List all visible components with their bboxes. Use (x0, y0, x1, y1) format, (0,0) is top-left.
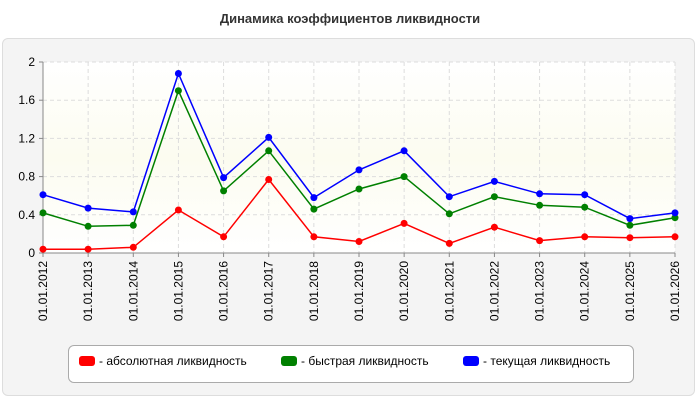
data-point-0 (310, 233, 318, 241)
y-tick-label: 2 (28, 55, 35, 69)
data-point-2 (84, 204, 92, 212)
data-point-1 (84, 222, 92, 230)
x-tick-label: 01.01.2025 (623, 261, 637, 321)
legend-label-absolute: - абсолютная ликвидность (99, 354, 247, 368)
x-tick-label: 01.01.2020 (397, 261, 411, 321)
data-point-2 (220, 174, 228, 182)
y-tick-label: 0.4 (18, 208, 35, 222)
data-point-0 (536, 237, 544, 245)
data-point-0 (671, 233, 679, 241)
data-point-1 (129, 221, 137, 229)
x-tick-label: 01.01.2021 (442, 261, 456, 321)
data-point-2 (671, 209, 679, 217)
legend-label-quick: - быстрая ликвидность (301, 354, 429, 368)
data-point-1 (220, 187, 228, 195)
data-point-2 (174, 70, 182, 77)
y-tick-label: 0.8 (18, 170, 35, 184)
legend-swatch-current (463, 356, 479, 366)
x-tick-label: 01.01.2022 (487, 261, 501, 321)
data-point-2 (265, 133, 273, 141)
data-point-0 (129, 243, 137, 251)
y-tick-label: 1.6 (18, 93, 35, 107)
x-tick-label: 01.01.2018 (307, 261, 321, 321)
x-tick-label: 01.01.2023 (533, 261, 547, 321)
data-point-0 (581, 233, 589, 241)
x-tick-label: 01.01.2012 (36, 261, 50, 321)
data-point-2 (626, 215, 634, 223)
y-tick-label: 0 (28, 246, 35, 260)
data-point-2 (490, 177, 498, 185)
data-point-1 (626, 221, 634, 229)
data-point-2 (445, 193, 453, 201)
data-point-0 (490, 223, 498, 231)
data-point-1 (536, 201, 544, 209)
data-point-1 (490, 193, 498, 201)
legend-item-quick: - быстрая ликвидность (281, 354, 429, 368)
chart-title: Динамика коэффициентов ликвидности (219, 11, 481, 26)
x-tick-label: 01.01.2016 (217, 261, 231, 321)
data-point-1 (581, 203, 589, 211)
data-point-1 (310, 205, 318, 213)
x-tick-label: 01.01.2013 (81, 261, 95, 321)
legend-item-current: - текущая ликвидность (463, 354, 610, 368)
x-tick-label: 01.01.2017 (262, 261, 276, 321)
data-point-1 (400, 173, 408, 181)
legend-label-current: - текущая ликвидность (483, 354, 611, 368)
data-point-0 (400, 219, 408, 227)
data-point-0 (626, 234, 634, 242)
data-point-0 (174, 206, 182, 214)
chart-legend: - абсолютная ликвидность - быстрая ликви… (68, 345, 634, 383)
legend-swatch-absolute (79, 356, 95, 366)
data-point-2 (400, 147, 408, 155)
y-tick-label: 1.2 (18, 131, 35, 145)
x-tick-label: 01.01.2024 (578, 261, 592, 321)
x-tick-label: 01.01.2019 (352, 261, 366, 321)
data-point-2 (39, 191, 47, 199)
data-point-2 (310, 194, 318, 202)
legend-swatch-quick (281, 356, 297, 366)
x-tick-label: 01.01.2026 (668, 261, 682, 321)
data-point-2 (355, 166, 363, 174)
data-point-2 (581, 191, 589, 199)
data-point-1 (445, 210, 453, 218)
data-point-1 (265, 147, 273, 155)
data-point-1 (355, 185, 363, 193)
data-point-2 (129, 208, 137, 216)
x-tick-label: 01.01.2014 (126, 261, 140, 321)
data-point-0 (355, 238, 363, 245)
data-point-1 (39, 209, 47, 217)
data-point-0 (84, 245, 92, 253)
data-point-2 (536, 190, 544, 198)
data-point-0 (220, 233, 228, 241)
data-point-1 (671, 214, 679, 222)
legend-item-absolute: - абсолютная ликвидность (79, 354, 247, 368)
data-point-0 (39, 245, 47, 253)
data-point-0 (445, 239, 453, 247)
data-point-0 (265, 176, 273, 183)
data-point-1 (174, 87, 182, 95)
x-tick-label: 01.01.2015 (171, 261, 185, 321)
